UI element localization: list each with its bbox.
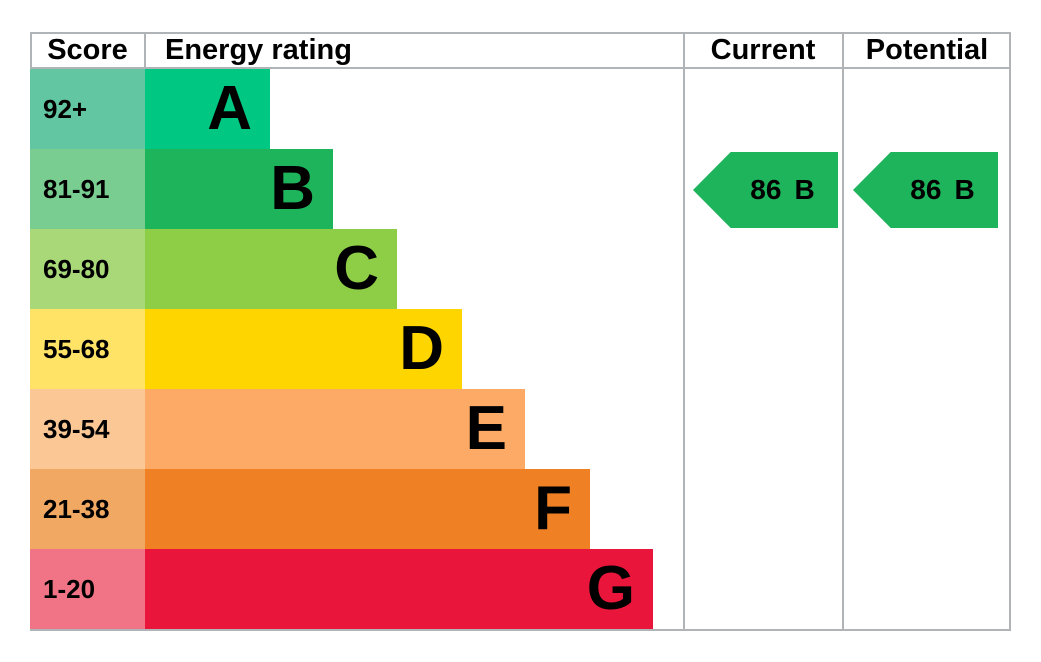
rating-bands: 92+ A 81-91 B 69-80 C 55-68 D 39-54 E 21…	[30, 69, 1011, 629]
potential-rating-score: 86	[910, 174, 942, 205]
header-left-border	[30, 32, 32, 69]
band-bar-a: A	[145, 69, 270, 149]
table-row: 39-54 E	[30, 389, 1011, 469]
current-column-divider	[683, 32, 685, 631]
table-row: 92+ A	[30, 69, 1011, 149]
score-column-divider	[144, 32, 146, 69]
score-range-e: 39-54	[30, 389, 145, 469]
current-rating-band: B	[794, 174, 815, 205]
table-row: 69-80 C	[30, 229, 1011, 309]
band-bar-c: C	[145, 229, 397, 309]
score-range-g: 1-20	[30, 549, 145, 629]
current-rating-score: 86	[750, 174, 782, 205]
table-row: 1-20 G	[30, 549, 1011, 629]
table-header-row: Score Energy rating Current Potential	[30, 33, 1011, 67]
table-top-border	[30, 32, 1011, 34]
band-bar-b: B	[145, 149, 333, 229]
potential-rating-band: B	[954, 174, 975, 205]
potential-column-divider	[842, 32, 844, 631]
score-column-header: Score	[47, 33, 128, 66]
table-row: 81-91 B	[30, 149, 1011, 229]
table-row: 21-38 F	[30, 469, 1011, 549]
band-bar-d: D	[145, 309, 462, 389]
table-row: 55-68 D	[30, 309, 1011, 389]
energy-rating-column-header: Energy rating	[165, 33, 352, 66]
score-range-b: 81-91	[30, 149, 145, 229]
header-bottom-border	[30, 67, 1011, 69]
table-right-border	[1009, 32, 1011, 631]
band-bar-e: E	[145, 389, 525, 469]
table-bottom-border	[30, 629, 1011, 631]
score-range-c: 69-80	[30, 229, 145, 309]
score-range-d: 55-68	[30, 309, 145, 389]
band-bar-g: G	[145, 549, 653, 629]
current-column-header: Current	[710, 33, 816, 66]
score-range-a: 92+	[30, 69, 145, 149]
band-bar-f: F	[145, 469, 590, 549]
score-range-f: 21-38	[30, 469, 145, 549]
potential-column-header: Potential	[865, 33, 989, 66]
